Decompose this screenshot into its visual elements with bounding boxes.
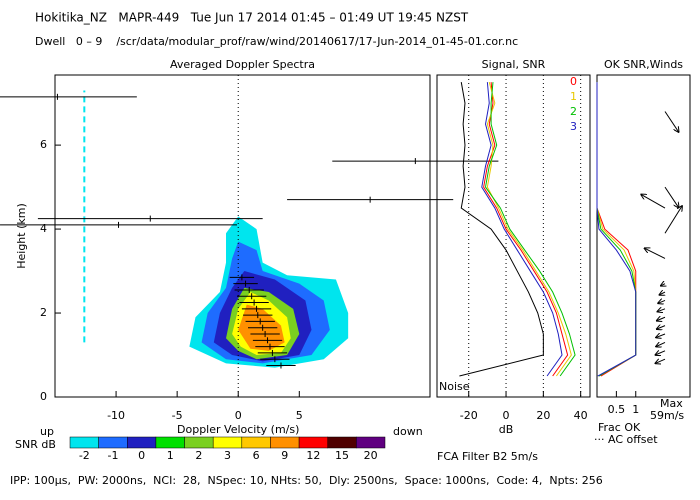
- colorbar-tick-label: 6: [253, 449, 260, 462]
- colorbar-tick-label: -1: [107, 449, 118, 462]
- colorbar-tick-label: 12: [306, 449, 320, 462]
- wind-arrow: [658, 309, 666, 312]
- panel-frame: [436, 74, 591, 398]
- noise-annotation: Noise: [439, 380, 470, 393]
- panel-title: Averaged Doppler Spectra: [170, 58, 315, 71]
- x-tick-label: 0.5: [608, 403, 626, 416]
- colorbar-cell: [69, 436, 99, 449]
- wind-arrow: [657, 326, 666, 329]
- colorbar-tick-label: 2: [195, 449, 202, 462]
- profile-line: [484, 82, 576, 377]
- wind-arrow: [656, 334, 666, 337]
- x-tick-label: 5: [296, 409, 303, 422]
- profile-line: [459, 82, 544, 377]
- left-label: up: [40, 425, 54, 438]
- wind-arrow: [656, 351, 666, 355]
- colorbar-cell: [241, 436, 271, 449]
- frac-ok-line: [596, 82, 637, 377]
- frac-ok-line: [596, 82, 637, 377]
- y-axis-label: Height (km): [15, 203, 28, 269]
- panel-title: Signal, SNR: [482, 58, 546, 71]
- wind-arrow: [641, 195, 666, 209]
- max-value-label: 59m/s: [650, 409, 684, 422]
- profile-line: [483, 82, 569, 377]
- colorbar-tick-label: 3: [224, 449, 231, 462]
- header-subtitle: Dwell 0 – 9 /scr/data/modular_prof/raw/w…: [35, 35, 518, 48]
- y-tick-label: 6: [40, 138, 47, 151]
- profile-line: [481, 82, 563, 377]
- ac-note: ··· AC offset: [594, 433, 658, 446]
- colorbar-tick-label: 15: [335, 449, 349, 462]
- wind-arrow: [664, 186, 679, 207]
- colorbar-tick-label: 20: [364, 449, 378, 462]
- header-title: Hokitika_NZ MAPR-449 Tue Jun 17 2014 01:…: [35, 11, 469, 25]
- x-tick-label: 0: [235, 409, 242, 422]
- colorbar-tick-label: 0: [138, 449, 145, 462]
- colorbar-cell: [184, 436, 214, 449]
- colorbar-cell: [356, 436, 386, 449]
- filter-note: FCA Filter B2 5m/s: [437, 450, 538, 463]
- legend-entry: 1: [570, 90, 577, 103]
- panel-frame: [596, 74, 691, 398]
- wind-arrow: [664, 111, 679, 132]
- x-tick-label: -10: [107, 409, 125, 422]
- wind-arrow: [658, 300, 666, 303]
- right-label: down: [393, 425, 423, 438]
- x-tick-label: 1: [632, 403, 639, 416]
- colorbar-tick-label: 1: [167, 449, 174, 462]
- footer: IPP: 100μs, PW: 2000ns, NCI: 28, NSpec: …: [10, 474, 603, 487]
- colorbar-tick-label: -2: [79, 449, 90, 462]
- colorbar-cell: [327, 436, 357, 449]
- colorbar-cell: [212, 436, 243, 449]
- wind-arrow: [645, 248, 666, 259]
- wind-arrow: [657, 317, 666, 320]
- colorbar-cell: [155, 436, 185, 449]
- legend-entry: 2: [570, 105, 577, 118]
- profile-line: [486, 82, 572, 377]
- x-tick-label: 20: [536, 409, 550, 422]
- y-tick-label: 4: [40, 222, 47, 235]
- x-axis-label: Frac OK: [598, 421, 641, 434]
- panel-title: OK SNR,Winds: [604, 58, 683, 71]
- wind-arrow: [664, 206, 682, 234]
- x-tick-label: -5: [172, 409, 183, 422]
- colorbar-cell: [98, 436, 128, 449]
- wind-arrow: [656, 342, 666, 346]
- x-axis-label: dB: [499, 423, 514, 436]
- x-tick-label: 0: [503, 409, 510, 422]
- legend-entry: 0: [570, 75, 577, 88]
- colorbar-cell: [298, 436, 328, 449]
- colorbar-tick-label: 9: [281, 449, 288, 462]
- x-tick-label: 40: [574, 409, 588, 422]
- wind-arrow: [656, 359, 666, 363]
- legend-entry: 3: [570, 120, 577, 133]
- colorbar-label: SNR dB: [15, 438, 56, 451]
- panel-frame: [54, 74, 431, 398]
- y-tick-label: 0: [40, 390, 47, 403]
- colorbar-cell: [270, 436, 300, 449]
- y-tick-label: 2: [40, 306, 47, 319]
- x-axis-label: Doppler Velocity (m/s): [177, 423, 299, 436]
- x-tick-label: -20: [460, 409, 478, 422]
- max-label: Max: [660, 397, 683, 410]
- wind-arrow: [661, 284, 665, 286]
- wind-arrow: [660, 292, 665, 295]
- colorbar-cell: [127, 436, 157, 449]
